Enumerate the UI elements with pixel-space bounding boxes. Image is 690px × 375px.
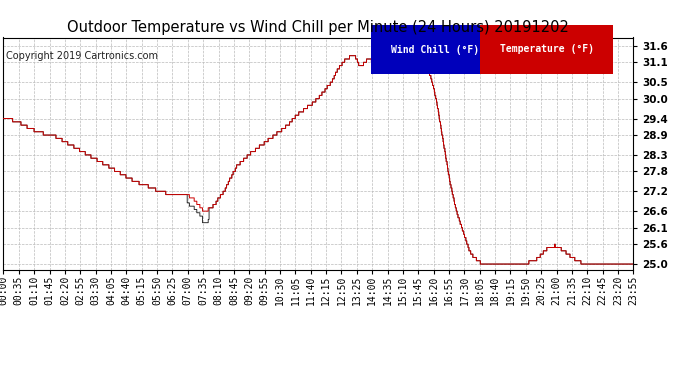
Text: Temperature (°F): Temperature (°F) <box>500 45 594 54</box>
Title: Outdoor Temperature vs Wind Chill per Minute (24 Hours) 20191202: Outdoor Temperature vs Wind Chill per Mi… <box>68 20 569 35</box>
Text: Wind Chill (°F): Wind Chill (°F) <box>391 45 479 54</box>
Text: Copyright 2019 Cartronics.com: Copyright 2019 Cartronics.com <box>6 51 157 61</box>
